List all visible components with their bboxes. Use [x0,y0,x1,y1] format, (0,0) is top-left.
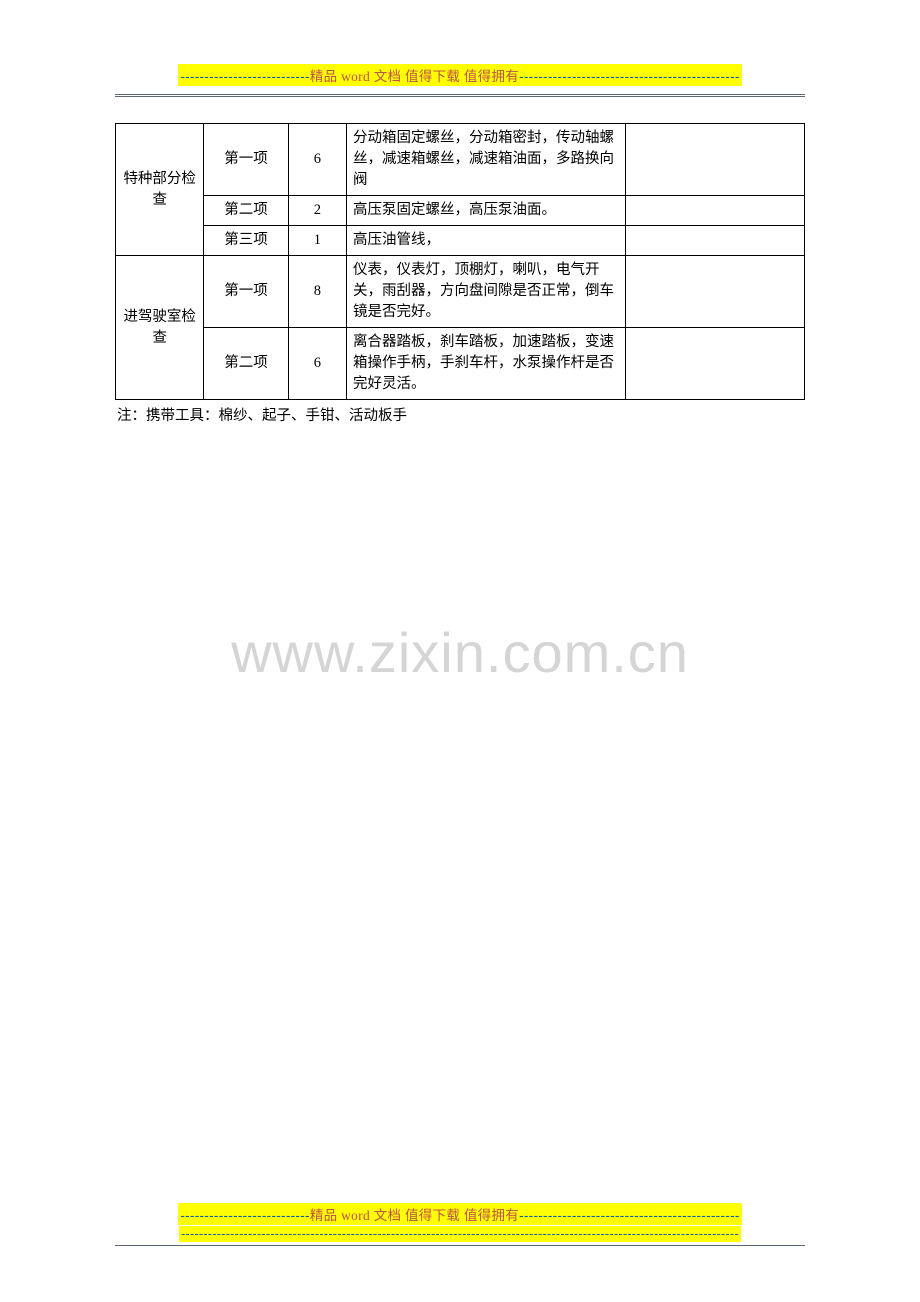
group-cell: 特种部分检查 [116,124,204,256]
count-cell: 6 [288,328,346,400]
footer-left-dashes: --------------------------- [180,1208,309,1223]
item-cell: 第二项 [204,328,288,400]
footer: ---------------------------精品 word 文档 值得… [115,1203,805,1249]
footer-rule [115,1245,805,1249]
table-row: 第二项 6 离合器踏板，刹车踏板，加速踏板，变速箱操作手柄，手刹车杆，水泵操作杆… [116,328,805,400]
count-cell: 2 [288,196,346,226]
watermark: www.zixin.com.cn [0,620,920,685]
page: ---------------------------精品 word 文档 值得… [0,0,920,425]
table-row: 第二项 2 高压泵固定螺丝，高压泵油面。 [116,196,805,226]
count-cell: 6 [288,124,346,196]
table-row: 第三项 1 高压油管线， [116,226,805,256]
footer-rule-bottom [115,1245,805,1246]
inspection-table: 特种部分检查 第一项 6 分动箱固定螺丝，分动箱密封，传动轴螺丝，减速箱螺丝，减… [115,123,805,400]
item-cell: 第一项 [204,256,288,328]
blank-cell [626,328,805,400]
footer-banner-line2: ----------------------------------------… [115,1225,805,1243]
header-banner-inner: ---------------------------精品 word 文档 值得… [178,64,741,86]
header-double-rule [115,94,805,97]
footer-main-text: 精品 word 文档 值得下载 值得拥有 [310,1208,519,1223]
footer-right-dashes: ----------------------------------------… [519,1208,740,1223]
blank-cell [626,196,805,226]
item-cell: 第三项 [204,226,288,256]
group-cell: 进驾驶室检查 [116,256,204,400]
footer-banner-inner: ---------------------------精品 word 文档 值得… [178,1203,741,1225]
blank-cell [626,256,805,328]
desc-cell: 高压泵固定螺丝，高压泵油面。 [346,196,625,226]
item-cell: 第二项 [204,196,288,226]
header-banner: ---------------------------精品 word 文档 值得… [115,64,805,86]
desc-cell: 分动箱固定螺丝，分动箱密封，传动轴螺丝，减速箱螺丝，减速箱油面，多路换向阀 [346,124,625,196]
footer-line2-dashes: ----------------------------------------… [179,1226,741,1242]
table-row: 进驾驶室检查 第一项 8 仪表，仪表灯，顶棚灯，喇叭，电气开关，雨刮器，方向盘间… [116,256,805,328]
desc-cell: 仪表，仪表灯，顶棚灯，喇叭，电气开关，雨刮器，方向盘间隙是否正常，倒车镜是否完好… [346,256,625,328]
blank-cell [626,124,805,196]
footer-banner: ---------------------------精品 word 文档 值得… [115,1203,805,1225]
item-cell: 第一项 [204,124,288,196]
note-text: 注：携带工具：棉纱、起子、手钳、活动板手 [115,400,805,425]
header-main-text: 精品 word 文档 值得下载 值得拥有 [310,69,519,84]
table-row: 特种部分检查 第一项 6 分动箱固定螺丝，分动箱密封，传动轴螺丝，减速箱螺丝，减… [116,124,805,196]
desc-cell: 高压油管线， [346,226,625,256]
count-cell: 1 [288,226,346,256]
desc-cell: 离合器踏板，刹车踏板，加速踏板，变速箱操作手柄，手刹车杆，水泵操作杆是否完好灵活… [346,328,625,400]
header-left-dashes: --------------------------- [180,69,309,84]
count-cell: 8 [288,256,346,328]
header-right-dashes: ----------------------------------------… [519,69,740,84]
blank-cell [626,226,805,256]
